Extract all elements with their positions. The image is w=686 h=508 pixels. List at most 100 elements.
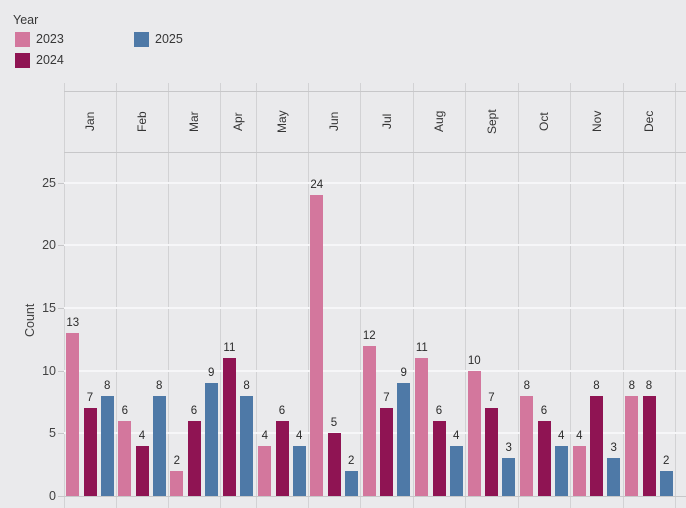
column-gridline (220, 83, 221, 508)
y-axis-tick (58, 370, 64, 372)
bar-2025-mar[interactable] (204, 383, 218, 496)
bar-value-label: 8 (593, 379, 600, 392)
bar-2023-mar[interactable] (170, 470, 184, 496)
bar-2024-jan[interactable] (83, 408, 97, 496)
column-gridline (256, 83, 257, 508)
bar-2023-jan[interactable] (66, 333, 80, 496)
y-tick-label: 25 (42, 175, 56, 190)
bar-2024-dec[interactable] (642, 395, 656, 496)
bar-2024-nov[interactable] (590, 395, 603, 496)
header-top-border (64, 91, 686, 92)
bar-2024-apr[interactable] (222, 358, 236, 496)
bar-2023-sept[interactable] (467, 370, 481, 496)
y-tick-label: 15 (42, 301, 56, 316)
bar-2023-feb[interactable] (118, 420, 132, 496)
bar-2023-aug[interactable] (415, 358, 429, 496)
column-gridline (116, 83, 117, 508)
bar-2025-feb[interactable] (152, 395, 166, 496)
bar-value-label: 24 (310, 179, 324, 192)
bar-value-label: 11 (223, 342, 236, 355)
bar-value-label: 7 (383, 392, 390, 405)
y-axis-tick (58, 308, 64, 310)
bar-value-label: 5 (330, 417, 338, 430)
legend-title: Year (13, 13, 39, 27)
bar-value-label: 6 (435, 404, 443, 417)
month-header-jun[interactable]: Jun (327, 111, 341, 132)
month-header-dec[interactable]: Dec (642, 110, 656, 133)
month-header-nov[interactable]: Nov (589, 110, 604, 133)
bar-value-label: 6 (540, 404, 548, 417)
y-tick-label: 5 (49, 426, 56, 441)
bar-2025-sept[interactable] (502, 458, 516, 496)
month-header-mar[interactable]: Mar (187, 111, 201, 132)
bar-value-label: 4 (138, 429, 146, 442)
bar-value-label: 4 (295, 429, 303, 442)
h-gridline (64, 244, 686, 247)
bar-2025-dec[interactable] (659, 470, 673, 496)
bar-2025-nov[interactable] (607, 458, 621, 496)
legend-item-2023[interactable]: 2023 (15, 31, 64, 47)
bar-value-label: 8 (103, 379, 111, 392)
bar-value-label: 8 (155, 379, 163, 392)
month-header-feb[interactable]: Feb (135, 111, 149, 132)
column-gridline (168, 83, 169, 508)
column-gridline (623, 83, 624, 508)
bar-2025-jul[interactable] (397, 383, 411, 496)
bar-2024-may[interactable] (275, 420, 289, 496)
bar-2023-jun[interactable] (310, 195, 324, 496)
bar-value-label: 10 (467, 354, 481, 367)
bar-2025-oct[interactable] (554, 445, 568, 496)
h-gridline (64, 307, 686, 310)
bar-value-label: 7 (488, 392, 495, 405)
bar-2023-dec[interactable] (625, 395, 639, 496)
bar-value-label: 6 (190, 404, 198, 417)
month-header-jan[interactable]: Jan (83, 111, 97, 132)
y-tick-label: 10 (42, 363, 56, 378)
bar-2024-jul[interactable] (380, 408, 393, 496)
bar-2024-jun[interactable] (327, 433, 341, 496)
month-header-sept[interactable]: Sept (484, 109, 499, 134)
column-gridline (413, 83, 414, 508)
bar-value-label: 11 (415, 342, 428, 355)
y-axis-tick (58, 245, 64, 247)
x-axis-line (64, 496, 686, 497)
bar-value-label: 8 (243, 379, 250, 392)
bar-value-label: 3 (505, 442, 512, 455)
legend-label: 2023 (36, 32, 64, 46)
month-header-aug[interactable]: Aug (432, 110, 446, 133)
bar-2024-sept[interactable] (485, 408, 498, 496)
y-tick-label: 0 (49, 489, 56, 503)
bar-2023-nov[interactable] (572, 445, 586, 496)
bar-2023-oct[interactable] (520, 395, 534, 496)
bar-value-label: 9 (207, 367, 215, 380)
plot-top-border (64, 152, 686, 153)
month-header-jul[interactable]: Jul (379, 113, 394, 130)
h-gridline (64, 181, 686, 184)
bar-2025-aug[interactable] (449, 445, 463, 496)
column-gridline (308, 83, 309, 508)
bar-2023-may[interactable] (258, 445, 272, 496)
month-header-may[interactable]: May (275, 110, 289, 133)
bar-value-label: 6 (278, 404, 286, 417)
bar-2025-apr[interactable] (240, 395, 254, 496)
bar-value-label: 4 (261, 429, 268, 442)
legend-item-2024[interactable]: 2024 (15, 52, 64, 68)
bar-2024-mar[interactable] (187, 420, 201, 496)
bar-2024-aug[interactable] (432, 420, 446, 496)
bar-2025-may[interactable] (292, 445, 306, 496)
bar-2024-oct[interactable] (537, 420, 551, 496)
column-gridline (465, 83, 466, 508)
column-gridline (64, 83, 65, 508)
bar-2024-feb[interactable] (135, 445, 149, 496)
bar-2025-jan[interactable] (100, 395, 114, 496)
bar-value-label: 3 (610, 442, 617, 455)
y-tick-label: 20 (42, 238, 56, 253)
legend-item-2025[interactable]: 2025 (134, 31, 183, 47)
bar-value-label: 8 (523, 379, 530, 392)
legend-swatch-2023 (15, 31, 30, 47)
month-header-apr[interactable]: Apr (231, 112, 245, 131)
bar-2025-jun[interactable] (344, 470, 358, 496)
bar-2023-jul[interactable] (362, 345, 376, 496)
month-header-oct[interactable]: Oct (537, 112, 551, 131)
y-axis-tick (58, 496, 64, 497)
